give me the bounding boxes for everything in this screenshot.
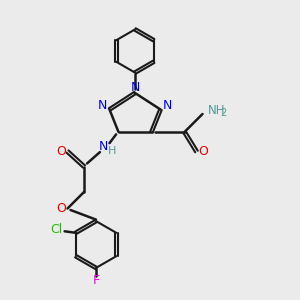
Text: N: N	[99, 140, 108, 154]
Text: N: N	[130, 81, 140, 94]
Text: F: F	[92, 274, 100, 287]
Text: NH: NH	[208, 104, 225, 117]
Text: O: O	[56, 202, 66, 215]
Text: N: N	[98, 99, 108, 112]
Text: N: N	[162, 99, 172, 112]
Text: 2: 2	[220, 108, 227, 118]
Text: Cl: Cl	[50, 223, 62, 236]
Text: O: O	[198, 145, 208, 158]
Text: O: O	[56, 145, 66, 158]
Text: H: H	[108, 146, 116, 157]
